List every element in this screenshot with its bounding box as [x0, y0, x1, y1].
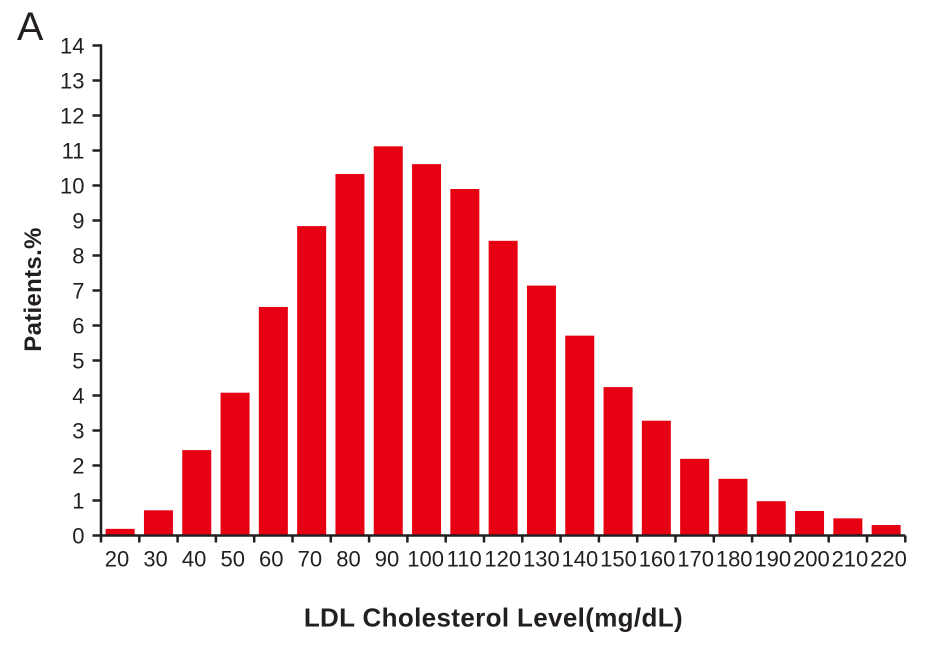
svg-text:50: 50	[220, 547, 244, 572]
svg-text:90: 90	[375, 547, 399, 572]
svg-text:210: 210	[832, 547, 869, 572]
svg-text:5: 5	[72, 348, 84, 373]
svg-text:150: 150	[600, 547, 637, 572]
svg-text:40: 40	[182, 547, 206, 572]
svg-text:7: 7	[72, 278, 84, 303]
svg-text:80: 80	[336, 547, 360, 572]
svg-text:110: 110	[447, 547, 482, 572]
svg-text:130: 130	[523, 547, 560, 572]
svg-text:120: 120	[484, 547, 521, 572]
svg-text:20: 20	[105, 547, 129, 572]
svg-text:140: 140	[562, 547, 599, 572]
svg-text:100: 100	[407, 547, 444, 572]
svg-text:2: 2	[72, 453, 84, 478]
svg-text:LDL Cholesterol Level(mg/dL): LDL Cholesterol Level(mg/dL)	[304, 603, 683, 633]
svg-text:190: 190	[754, 547, 791, 572]
svg-text:8: 8	[72, 243, 84, 268]
svg-text:1: 1	[72, 488, 84, 513]
svg-text:13: 13	[60, 68, 84, 93]
svg-text:A: A	[17, 5, 44, 49]
svg-text:14: 14	[60, 33, 84, 58]
svg-text:170: 170	[677, 547, 714, 572]
svg-text:180: 180	[716, 547, 753, 572]
svg-text:3: 3	[72, 418, 84, 443]
svg-text:6: 6	[72, 313, 84, 338]
svg-text:200: 200	[793, 547, 830, 572]
svg-text:10: 10	[60, 173, 84, 198]
svg-text:60: 60	[259, 547, 283, 572]
svg-text:0: 0	[72, 523, 84, 548]
svg-text:Patients.%: Patients.%	[20, 227, 47, 351]
svg-text:9: 9	[72, 208, 84, 233]
svg-text:160: 160	[639, 547, 676, 572]
svg-text:30: 30	[143, 547, 167, 572]
svg-text:220: 220	[870, 547, 907, 572]
svg-text:4: 4	[72, 383, 84, 408]
svg-text:12: 12	[60, 103, 84, 128]
svg-text:11: 11	[62, 138, 85, 163]
svg-text:70: 70	[298, 547, 322, 572]
